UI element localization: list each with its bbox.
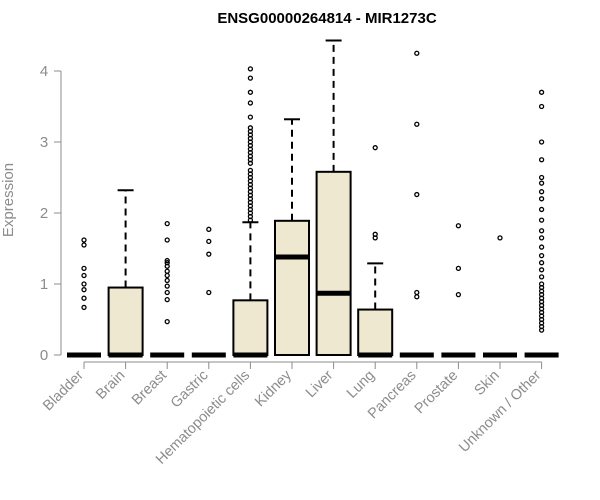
box-group-9	[441, 223, 476, 358]
category-label-0: Bladder	[40, 367, 87, 414]
box-6	[315, 170, 352, 356]
outlier-11-15	[538, 267, 545, 273]
box-group-2	[150, 220, 185, 358]
box-group-7	[357, 145, 394, 358]
box-group-0	[67, 237, 101, 358]
category-label-6: Liver	[303, 367, 337, 401]
chart-title: ENSG00000264814 - MIR1273C	[217, 10, 436, 27]
outlier-11-23	[538, 196, 545, 202]
category-label-2: Breast	[129, 368, 170, 409]
category-label-10: Skin	[472, 368, 503, 399]
category-label-5: Kidney	[252, 367, 295, 410]
outlier-11-27	[538, 157, 545, 163]
outlier-2-4	[164, 277, 170, 284]
box-group-11	[524, 89, 559, 358]
outlier-8-1	[414, 289, 420, 296]
outlier-8-4	[414, 50, 420, 56]
outlier-3-3	[206, 226, 212, 232]
outlier-2-9	[164, 257, 170, 264]
outlier-9-2	[455, 223, 462, 229]
outlier-8-0	[414, 294, 420, 300]
outlier-0-5	[81, 265, 87, 272]
outlier-2-5	[164, 272, 170, 279]
outlier-11-20	[538, 228, 545, 234]
outlier-0-6	[81, 242, 87, 248]
box-4	[232, 299, 269, 356]
boxes-layer	[67, 39, 559, 358]
outlier-11-19	[538, 235, 545, 241]
outlier-4-25	[247, 125, 254, 131]
outlier-11-18	[538, 244, 545, 250]
outlier-11-21	[538, 217, 545, 223]
outlier-11-30	[538, 89, 545, 95]
outlier-4-28	[247, 89, 254, 95]
outlier-2-0	[164, 318, 170, 325]
category-label-9: Prostate	[412, 368, 461, 417]
outlier-2-11	[164, 220, 170, 227]
outlier-11-17	[538, 252, 545, 259]
outlier-11-29	[538, 103, 545, 110]
outlier-2-6	[164, 268, 170, 274]
outlier-11-14	[538, 274, 545, 280]
outlier-2-3	[164, 283, 170, 289]
outlier-3-0	[206, 289, 212, 296]
box-group-8	[399, 50, 434, 358]
outlier-0-7	[81, 237, 87, 243]
outlier-0-2	[81, 287, 87, 293]
outlier-2-8	[164, 260, 170, 266]
y-tick-label-4: 4	[40, 63, 48, 80]
outlier-10-0	[497, 235, 503, 241]
outlier-4-29	[247, 75, 254, 81]
outlier-11-28	[538, 139, 545, 145]
y-tick-label-2: 2	[40, 205, 48, 222]
outlier-0-3	[81, 281, 87, 287]
box-5	[274, 219, 310, 356]
outlier-11-22	[538, 206, 545, 213]
y-axis: 0 1 2 3 4	[40, 63, 62, 364]
outlier-3-1	[206, 251, 212, 257]
y-tick-label-1: 1	[40, 276, 48, 293]
y-tick-label-3: 3	[40, 134, 48, 151]
outlier-4-14	[247, 167, 254, 174]
outlier-11-13	[538, 281, 545, 287]
outlier-7-2	[372, 145, 378, 151]
outlier-3-2	[206, 238, 212, 245]
outlier-9-1	[455, 265, 462, 272]
box-group-4	[232, 66, 269, 358]
outlier-4-26	[247, 114, 254, 120]
box-group-5	[274, 118, 310, 356]
outlier-0-4	[81, 272, 87, 279]
category-label-1: Brain	[93, 368, 128, 403]
outlier-4-30	[247, 66, 254, 72]
outlier-2-10	[164, 237, 170, 243]
outlier-2-1	[164, 296, 170, 303]
y-tick-label-0: 0	[40, 347, 48, 364]
outlier-4-27	[247, 100, 254, 106]
y-axis-label: Expression	[0, 163, 17, 237]
outlier-0-0	[81, 304, 87, 311]
outlier-7-1	[372, 231, 378, 237]
outlier-8-2	[414, 191, 420, 198]
box-group-1	[107, 189, 144, 358]
outlier-11-26	[538, 174, 545, 181]
box-7	[357, 308, 394, 356]
box-group-3	[191, 226, 226, 358]
category-label-7: Lung	[344, 368, 378, 402]
outlier-8-3	[414, 121, 420, 127]
outlier-9-0	[455, 291, 462, 298]
box-group-6	[315, 39, 352, 356]
outlier-2-2	[164, 289, 170, 296]
box-group-10	[483, 235, 517, 358]
outlier-0-1	[81, 295, 87, 301]
outlier-11-25	[538, 180, 545, 186]
outlier-11-16	[538, 260, 545, 266]
box-1	[107, 286, 144, 356]
outlier-11-24	[538, 189, 545, 195]
